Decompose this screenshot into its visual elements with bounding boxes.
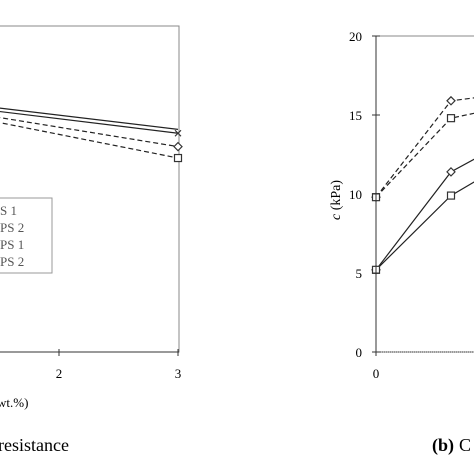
left-series-3-line [0, 116, 179, 148]
left-legend-entry-4: PS 2 [0, 254, 24, 269]
right-y-tick-label-1: 0 [356, 345, 363, 360]
right-plot-frame [375, 35, 474, 353]
right-y-tick-label-4: 15 [349, 108, 362, 123]
left-series-3-point-2 [173, 141, 183, 152]
right-series-4-line [375, 181, 474, 271]
right-series-1-line [375, 97, 474, 198]
left-legend-entry-2: PS 2 [0, 220, 24, 235]
right-series-4-point-2 [446, 191, 456, 200]
left-legend: S 1 PS 2 PS 1 PS 2 [0, 197, 53, 274]
right-y-label-symbol: c [329, 213, 344, 220]
right-y-tick-label-5: 20 [349, 29, 362, 44]
right-series-2-line [375, 112, 474, 198]
right-series-group [371, 95, 474, 275]
left-legend-entry-3: PS 1 [0, 237, 24, 252]
right-caption-label: (b) [432, 435, 454, 456]
left-series-2-line [0, 110, 179, 134]
right-y-axis: 0 5 10 15 20 0 [349, 29, 474, 381]
right-y-label-unit: (kPa) [329, 180, 344, 214]
right-x-tick-label-1: 0 [373, 366, 380, 381]
right-series-3-point-2 [446, 167, 456, 177]
left-x-tick-label-1: 2 [56, 366, 63, 381]
left-series-1-line [0, 107, 179, 130]
right-caption-rest: C [459, 435, 471, 455]
right-panel: 0 5 10 15 20 0 c (kPa) (b) C [329, 29, 474, 456]
left-series-group [0, 107, 183, 163]
left-x-axis-label: wt.%) [0, 395, 28, 410]
right-y-axis-label: c (kPa) [329, 180, 344, 220]
left-series-4-point-2 [173, 153, 183, 163]
left-series-2-point-2 [174, 129, 182, 137]
left-series-4-line [0, 122, 179, 159]
right-series-3-line [375, 158, 474, 271]
right-series-1-point-2 [446, 95, 456, 106]
left-x-tick-label-2: 3 [175, 366, 182, 381]
left-panel-caption: resistance [0, 435, 69, 455]
right-y-tick-label-2: 5 [356, 266, 363, 281]
right-panel-caption: (b) C [432, 435, 471, 456]
right-y-tick-label-3: 10 [349, 187, 362, 202]
left-legend-entry-1: S 1 [0, 203, 17, 218]
left-plot-frame [0, 25, 180, 353]
right-series-2-point-2 [446, 114, 456, 123]
left-legend-box [0, 197, 53, 274]
